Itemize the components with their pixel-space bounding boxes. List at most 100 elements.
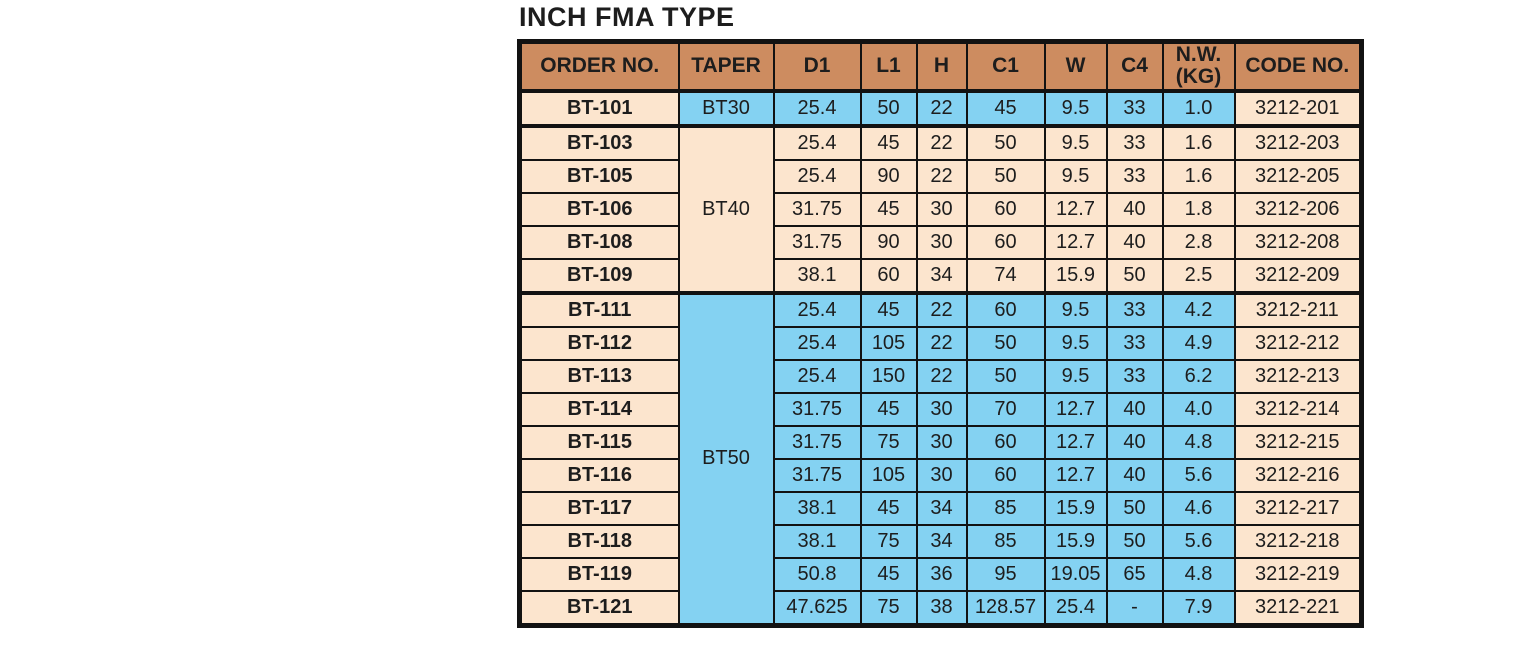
- cell-order-no: BT-105: [518, 158, 680, 194]
- cell-c1: 74: [965, 257, 1046, 294]
- cell-w: 9.5: [1043, 290, 1108, 328]
- cell-c1: 50: [965, 358, 1046, 394]
- cell-w: 19.05: [1043, 556, 1108, 592]
- cell-c4: 33: [1105, 290, 1164, 328]
- cell-c4: 33: [1105, 158, 1164, 194]
- cell-c1: 60: [965, 224, 1046, 260]
- cell-w: 9.5: [1043, 123, 1108, 161]
- cell-l1: 105: [859, 325, 918, 361]
- cell-w: 15.9: [1043, 490, 1108, 526]
- cell-code-no: 3212-219: [1233, 556, 1363, 592]
- cell-c4: 40: [1105, 424, 1164, 460]
- cell-h: 30: [915, 191, 968, 227]
- cell-order-no: BT-118: [518, 523, 680, 559]
- cell-order-no: BT-117: [518, 490, 680, 526]
- cell-taper: BT50: [677, 290, 775, 627]
- cell-order-no: BT-109: [518, 257, 680, 294]
- table-row: BT-118 38.1 75 34 85 15.9 50 5.6 3212-218: [518, 523, 1363, 559]
- cell-d1: 31.75: [772, 424, 862, 460]
- cell-l1: 45: [859, 123, 918, 161]
- cell-d1: 31.75: [772, 457, 862, 493]
- col-header-w: W: [1043, 40, 1108, 93]
- cell-nw: 1.6: [1161, 123, 1236, 161]
- cell-l1: 60: [859, 257, 918, 294]
- cell-h: 36: [915, 556, 968, 592]
- col-header-code-no: CODE NO.: [1233, 40, 1363, 93]
- col-header-l1: L1: [859, 40, 918, 93]
- page-title: INCH FMA TYPE: [519, 2, 735, 32]
- spec-section: INCH FMA TYPE ORDER NO. TAPER D1 L1 H C1…: [517, 2, 1365, 628]
- cell-w: 9.5: [1043, 158, 1108, 194]
- cell-c4: 40: [1105, 391, 1164, 427]
- cell-w: 9.5: [1043, 89, 1108, 127]
- cell-order-no: BT-112: [518, 325, 680, 361]
- table-row: BT-119 50.8 45 36 95 19.05 65 4.8 3212-219: [518, 556, 1363, 592]
- cell-code-no: 3212-215: [1233, 424, 1363, 460]
- cell-order-no: BT-108: [518, 224, 680, 260]
- cell-code-no: 3212-201: [1233, 89, 1363, 127]
- cell-code-no: 3212-203: [1233, 123, 1363, 161]
- cell-nw: 4.8: [1161, 424, 1236, 460]
- cell-h: 38: [915, 589, 968, 627]
- cell-d1: 38.1: [772, 257, 862, 294]
- cell-code-no: 3212-209: [1233, 257, 1363, 294]
- cell-code-no: 3212-208: [1233, 224, 1363, 260]
- cell-order-no: BT-113: [518, 358, 680, 394]
- cell-h: 22: [915, 158, 968, 194]
- cell-h: 30: [915, 457, 968, 493]
- cell-code-no: 3212-206: [1233, 191, 1363, 227]
- cell-d1: 31.75: [772, 224, 862, 260]
- table-body: BT-101 BT30 25.4 50 22 45 9.5 33 1.0 3212-201 BT-1…: [518, 89, 1363, 627]
- cell-c4: 50: [1105, 490, 1164, 526]
- cell-c1: 50: [965, 325, 1046, 361]
- cell-taper: BT30: [677, 89, 775, 127]
- cell-l1: 45: [859, 556, 918, 592]
- col-header-h: H: [915, 40, 968, 93]
- cell-nw: 4.8: [1161, 556, 1236, 592]
- cell-taper: BT40: [677, 123, 775, 294]
- cell-code-no: 3212-218: [1233, 523, 1363, 559]
- cell-c1: 85: [965, 490, 1046, 526]
- cell-l1: 105: [859, 457, 918, 493]
- cell-h: 34: [915, 257, 968, 294]
- cell-w: 12.7: [1043, 191, 1108, 227]
- cell-order-no: BT-106: [518, 191, 680, 227]
- cell-l1: 45: [859, 490, 918, 526]
- cell-code-no: 3212-212: [1233, 325, 1363, 361]
- cell-c4: 33: [1105, 123, 1164, 161]
- cell-code-no: 3212-211: [1233, 290, 1363, 328]
- cell-l1: 45: [859, 290, 918, 328]
- cell-order-no: BT-101: [518, 89, 680, 127]
- cell-c1: 50: [965, 123, 1046, 161]
- col-header-d1: D1: [772, 40, 862, 93]
- cell-order-no: BT-114: [518, 391, 680, 427]
- cell-nw: 2.5: [1161, 257, 1236, 294]
- cell-l1: 75: [859, 589, 918, 627]
- cell-nw: 6.2: [1161, 358, 1236, 394]
- cell-d1: 47.625: [772, 589, 862, 627]
- cell-d1: 31.75: [772, 391, 862, 427]
- cell-h: 34: [915, 490, 968, 526]
- cell-w: 15.9: [1043, 523, 1108, 559]
- cell-nw: 4.0: [1161, 391, 1236, 427]
- table-row: BT-114 31.75 45 30 70 12.7 40 4.0 3212-214: [518, 391, 1363, 427]
- cell-code-no: 3212-217: [1233, 490, 1363, 526]
- cell-c4: 33: [1105, 358, 1164, 394]
- col-header-order-no: ORDER NO.: [518, 40, 680, 93]
- cell-h: 30: [915, 391, 968, 427]
- cell-order-no: BT-103: [518, 123, 680, 161]
- cell-c1: 85: [965, 523, 1046, 559]
- table-row: BT-109 38.1 60 34 74 15.9 50 2.5 3212-209: [518, 257, 1363, 294]
- cell-h: 22: [915, 290, 968, 328]
- cell-l1: 75: [859, 424, 918, 460]
- col-header-c4: C4: [1105, 40, 1164, 93]
- cell-order-no: BT-111: [518, 290, 680, 328]
- cell-d1: 25.4: [772, 358, 862, 394]
- cell-c1: 60: [965, 290, 1046, 328]
- cell-d1: 50.8: [772, 556, 862, 592]
- cell-code-no: 3212-214: [1233, 391, 1363, 427]
- table-row: BT-116 31.75 105 30 60 12.7 40 5.6 3212-216: [518, 457, 1363, 493]
- cell-h: 30: [915, 224, 968, 260]
- cell-w: 12.7: [1043, 391, 1108, 427]
- cell-l1: 150: [859, 358, 918, 394]
